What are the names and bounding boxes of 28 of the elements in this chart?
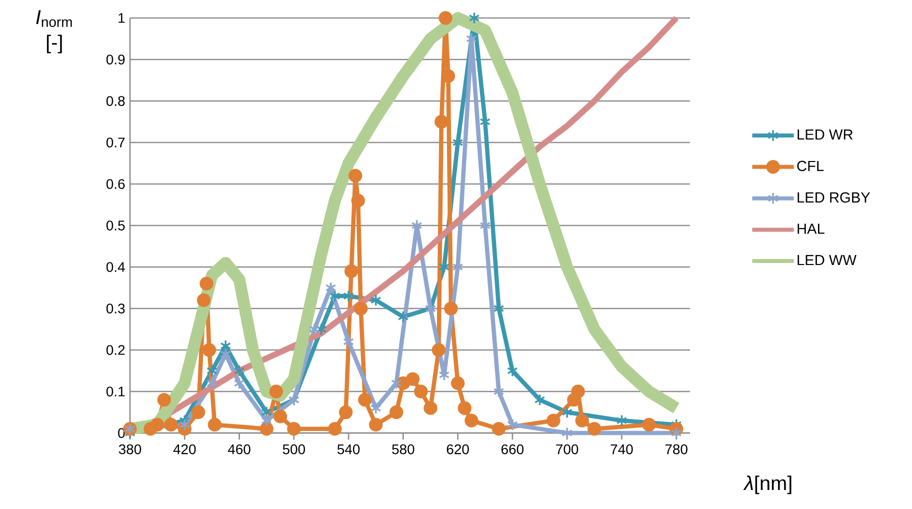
legend-label: HAL [798,224,824,234]
y-tick-label: 0.9 [106,54,125,64]
y-tick-label: 0.5 [106,220,125,230]
y-tick-label: 0.7 [106,138,125,148]
legend-label: LED RGBY [798,192,870,203]
x-tick-label: 460 [228,444,250,454]
y-tick-label: 0.4 [106,262,125,272]
y-axis-title: I$_{norm}$ [-] [36,10,72,54]
x-tick-label: 620 [446,444,469,454]
x-tick-label: 540 [337,444,360,454]
y-tick-label: 0.8 [106,96,125,106]
x-tick-label: 700 [556,444,578,454]
y-tick-label: 1 [118,13,125,23]
y-tick-label: 0.2 [106,345,125,355]
x-tick-label: 580 [392,444,414,454]
legend-label: CFL [797,160,824,172]
y-tick-label: 0.6 [106,179,125,189]
x-axis-title: λ[nm] [743,476,792,494]
x-tick-label: 380 [118,444,142,454]
x-tick-label: 780 [665,444,688,454]
legend-label: LED WR [798,129,853,140]
legend-label: LED WW [798,255,856,266]
x-tick-label: 740 [610,444,633,454]
y-tick-label: 0.3 [106,304,125,314]
x-tick-label: 500 [282,444,305,454]
x-tick-label: 660 [502,444,524,454]
x-tick-label: 420 [173,444,196,454]
y-tick-label: 0.1 [106,386,125,396]
